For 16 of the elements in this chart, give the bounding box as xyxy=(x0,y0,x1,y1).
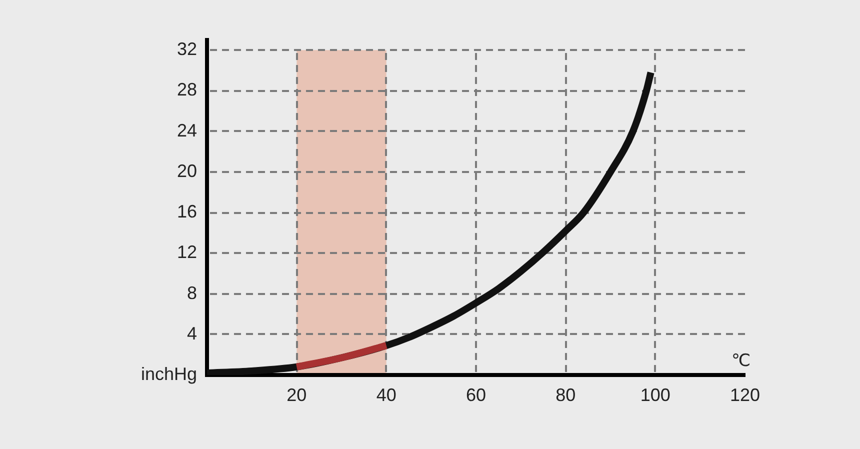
x-tick-label: 20 xyxy=(286,384,307,405)
y-tick-label: 8 xyxy=(186,282,197,303)
y-tick-label: 16 xyxy=(176,202,197,222)
x-tick-label: 120 xyxy=(730,384,760,405)
x-tick-label: 60 xyxy=(466,384,486,405)
x-tick-label: 40 xyxy=(376,384,396,405)
x-tick-label: 100 xyxy=(640,384,670,405)
y-tick-label: 32 xyxy=(176,39,197,60)
y-tick-label: 12 xyxy=(176,242,197,262)
y-axis-title: inchHg xyxy=(140,364,197,384)
y-tick-label: 24 xyxy=(176,120,197,140)
y-tick-label: 28 xyxy=(176,80,197,100)
x-axis-title: ℃ xyxy=(731,351,751,370)
y-tick-label: 20 xyxy=(176,160,197,181)
x-tick-label: 80 xyxy=(556,384,576,405)
y-tick-label: 4 xyxy=(186,323,197,344)
